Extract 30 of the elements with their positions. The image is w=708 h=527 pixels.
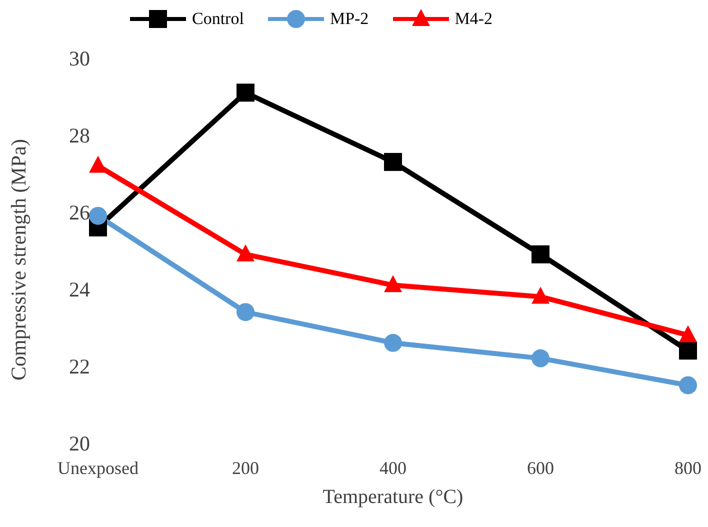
x-tick-label: 800	[674, 458, 702, 478]
point	[532, 349, 550, 368]
x-tick-label: 400	[380, 458, 406, 478]
y-axis-title: Compressive strength (MPa)	[6, 139, 30, 380]
legend-label: Control	[192, 9, 244, 29]
x-tick-label: Unexposed	[58, 458, 138, 478]
y-tick-label: 26	[69, 200, 90, 224]
point	[236, 84, 254, 102]
x-tick-label: 600	[527, 458, 554, 478]
point	[532, 286, 550, 304]
point	[89, 206, 107, 225]
legend-label: MP-2	[330, 9, 369, 29]
x-tick-label: 200	[232, 458, 259, 478]
point	[384, 152, 402, 171]
y-tick-label: 22	[69, 354, 90, 378]
point	[236, 303, 254, 322]
point	[532, 245, 550, 264]
y-tick-label: 28	[69, 123, 90, 148]
y-tick-label: 24	[69, 277, 90, 302]
point	[679, 342, 697, 360]
y-tick-label: 30	[69, 46, 90, 70]
legend-label: M4-2	[454, 9, 492, 29]
point	[89, 156, 107, 173]
y-tick-label: 20	[69, 431, 90, 456]
point	[384, 334, 402, 352]
x-axis-title: Temperature (°C)	[322, 486, 464, 508]
point	[384, 275, 402, 292]
point	[679, 325, 697, 342]
point	[236, 244, 254, 262]
point	[679, 376, 697, 394]
